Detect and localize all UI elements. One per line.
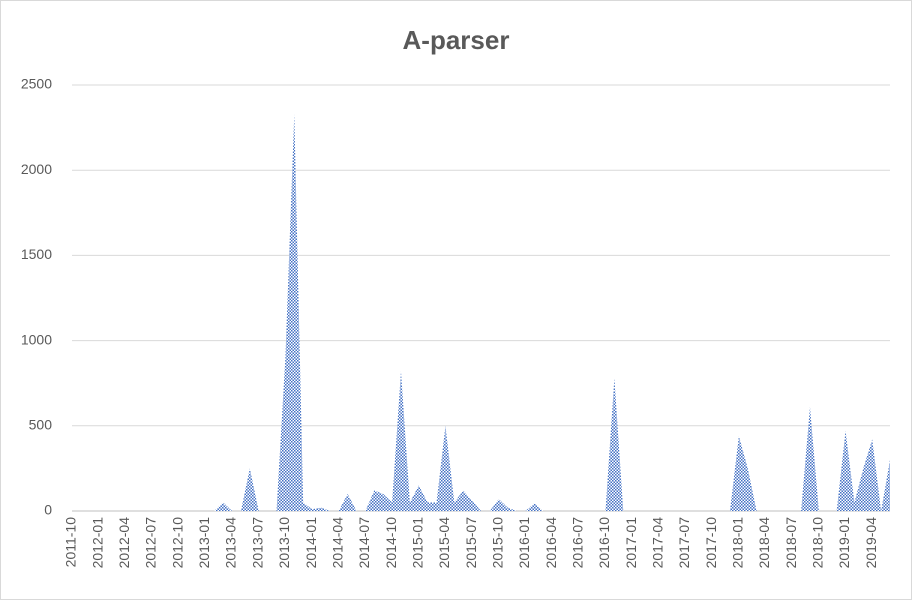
x-tick-label: 2015-04 bbox=[436, 517, 452, 569]
y-tick-label: 1500 bbox=[21, 246, 52, 262]
x-tick-label: 2017-10 bbox=[703, 517, 719, 569]
x-tick-label: 2018-01 bbox=[730, 517, 746, 569]
x-tick-label: 2012-07 bbox=[143, 517, 159, 569]
x-tick-label: 2012-04 bbox=[116, 517, 132, 569]
x-tick-label: 2014-07 bbox=[356, 517, 372, 569]
x-tick-label: 2016-01 bbox=[516, 517, 532, 569]
x-tick-label: 2016-10 bbox=[596, 517, 612, 569]
x-tick-label: 2015-07 bbox=[463, 517, 479, 569]
x-tick-label: 2019-01 bbox=[836, 517, 852, 569]
y-tick-label: 1000 bbox=[21, 331, 52, 347]
x-tick-label: 2016-04 bbox=[543, 517, 559, 569]
chart-title: A-parser bbox=[403, 25, 510, 55]
x-tick-label: 2017-07 bbox=[676, 517, 692, 569]
x-tick-label: 2018-04 bbox=[756, 517, 772, 569]
x-tick-label: 2019-04 bbox=[863, 517, 879, 569]
x-tick-label: 2018-10 bbox=[810, 517, 826, 569]
x-tick-label: 2015-10 bbox=[489, 517, 505, 569]
y-tick-label: 2000 bbox=[21, 161, 52, 177]
x-tick-label: 2015-01 bbox=[409, 517, 425, 569]
x-tick-label: 2013-07 bbox=[249, 517, 265, 569]
x-tick-label: 2014-01 bbox=[303, 517, 319, 569]
y-tick-label: 2500 bbox=[21, 76, 52, 92]
x-tick-label: 2012-10 bbox=[169, 517, 185, 569]
x-tick-label: 2013-10 bbox=[276, 517, 292, 569]
x-tick-label: 2018-07 bbox=[783, 517, 799, 569]
x-tick-label: 2012-01 bbox=[89, 517, 105, 569]
x-tick-label: 2017-01 bbox=[623, 517, 639, 569]
x-tick-label: 2017-04 bbox=[650, 517, 666, 569]
x-tick-label: 2011-10 bbox=[63, 517, 79, 568]
x-tick-label: 2014-04 bbox=[329, 517, 345, 569]
y-tick-label: 500 bbox=[29, 417, 53, 433]
x-tick-label: 2016-07 bbox=[570, 517, 586, 569]
x-tick-label: 2013-04 bbox=[223, 517, 239, 569]
x-tick-label: 2014-10 bbox=[383, 517, 399, 569]
y-tick-label: 0 bbox=[44, 502, 52, 518]
x-tick-label: 2013-01 bbox=[196, 517, 212, 569]
area bbox=[72, 113, 890, 511]
